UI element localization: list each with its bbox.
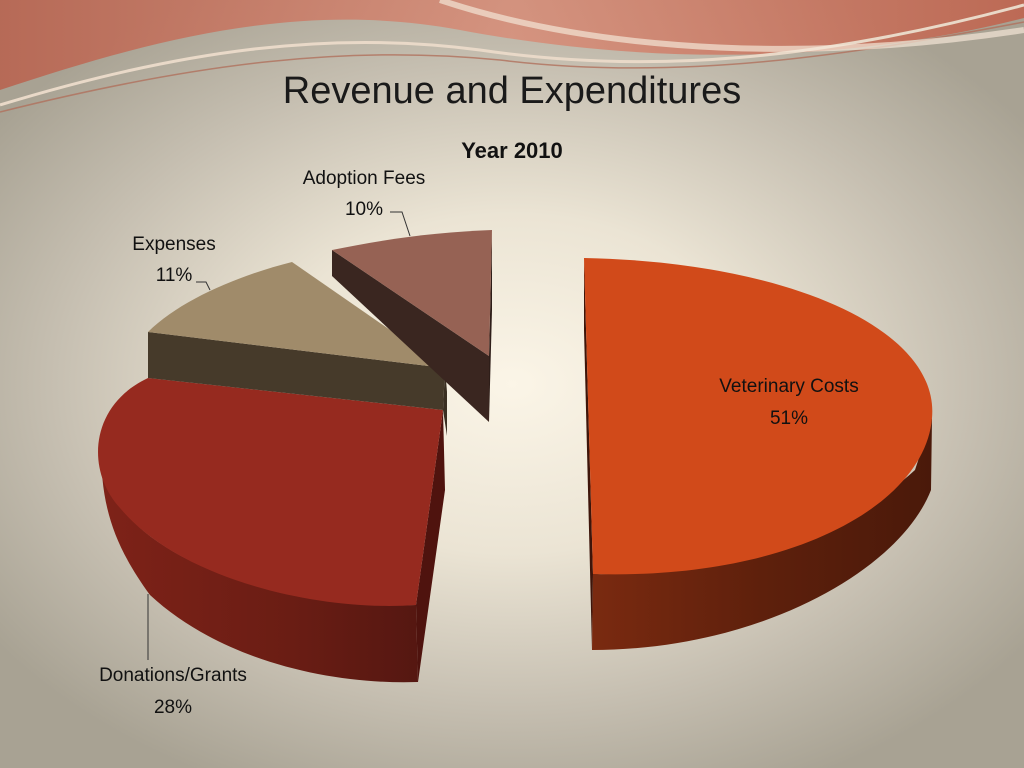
- page-title: Revenue and Expenditures: [282, 70, 742, 112]
- label-veterinary-name: Veterinary Costs: [719, 376, 858, 397]
- chart-title: Year 2010: [461, 138, 563, 163]
- slice-veterinary-side: [592, 418, 932, 650]
- label-donations-value: 28%: [154, 697, 192, 718]
- slice-expenses: [148, 262, 447, 436]
- slice-donations-top: [98, 378, 443, 606]
- slice-adoption-side: [332, 250, 489, 422]
- label-donations-name: Donations/Grants: [99, 665, 247, 686]
- slice-veterinary-top: [584, 258, 933, 575]
- label-expenses-value: 11%: [156, 265, 193, 286]
- slice-veterinary-costs: [584, 258, 933, 650]
- label-adoption-name: Adoption Fees: [303, 168, 426, 189]
- slice-donations-side-cut: [416, 410, 445, 682]
- slice-adoption-top: [332, 230, 492, 356]
- label-adoption-value: 10%: [345, 199, 383, 220]
- slice-veterinary-side-cut: [584, 258, 593, 650]
- header-wave-decoration: [0, 0, 1024, 113]
- slice-expenses-side-right: [443, 368, 447, 436]
- label-veterinary-value: 51%: [770, 408, 808, 429]
- slice-adoption-side-right: [489, 232, 492, 422]
- slice-adoption-fees: [332, 230, 492, 422]
- leader-line-expenses: [196, 281, 211, 291]
- slice-expenses-side: [148, 332, 445, 410]
- slice-donations-side: [100, 437, 418, 683]
- slice-donations-grants: [98, 378, 445, 683]
- leader-line-adoption: [390, 211, 411, 237]
- label-expenses-name: Expenses: [132, 234, 215, 255]
- slice-expenses-top: [148, 262, 445, 368]
